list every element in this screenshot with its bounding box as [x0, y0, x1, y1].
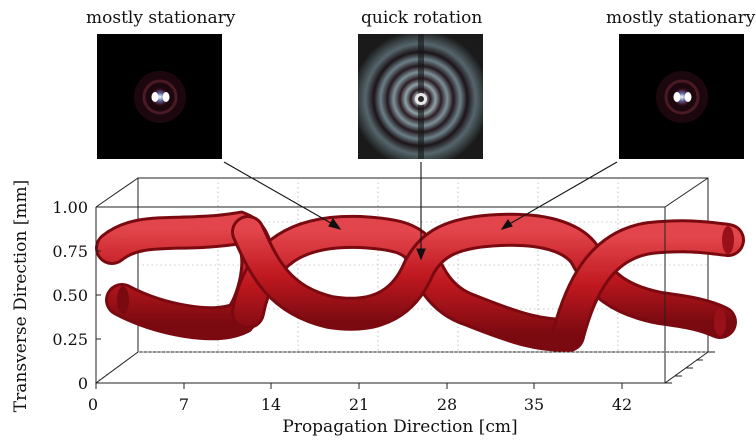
xtick-label: 14: [261, 395, 281, 414]
ytick-label: 0.25: [52, 330, 88, 349]
xtick-label: 28: [437, 395, 457, 414]
callout-arrows: [223, 161, 618, 261]
x-ticks: [95, 383, 623, 389]
ytick-label: 1.00: [52, 198, 88, 217]
caption-center: quick rotation: [361, 8, 483, 28]
y-ticks: [96, 206, 101, 384]
caption-left: mostly stationary: [86, 8, 236, 28]
y-tick-labels: 1.00 0.75 0.50 0.25 0: [52, 198, 88, 393]
xtick-label: 0: [88, 395, 98, 414]
caption-right: mostly stationary: [606, 8, 756, 28]
xtick-label: 42: [612, 395, 632, 414]
inset-right: [619, 34, 744, 159]
beam-tubes: [95, 210, 745, 352]
xtick-label: 7: [179, 395, 189, 414]
x-axis-label: Propagation Direction [cm]: [282, 417, 517, 437]
ytick-label: 0.75: [52, 242, 88, 261]
xtick-label: 35: [524, 395, 544, 414]
ytick-label: 0.50: [52, 286, 88, 305]
y-axis-label: Transverse Direction [mm]: [11, 180, 31, 412]
ytick-label: 0: [78, 374, 88, 393]
xtick-label: 21: [349, 395, 369, 414]
inset-left: [97, 34, 222, 159]
x-tick-labels: 0 7 14 21 28 35 42: [88, 395, 632, 414]
inset-center: [358, 34, 483, 159]
z-ticks: [665, 351, 715, 384]
